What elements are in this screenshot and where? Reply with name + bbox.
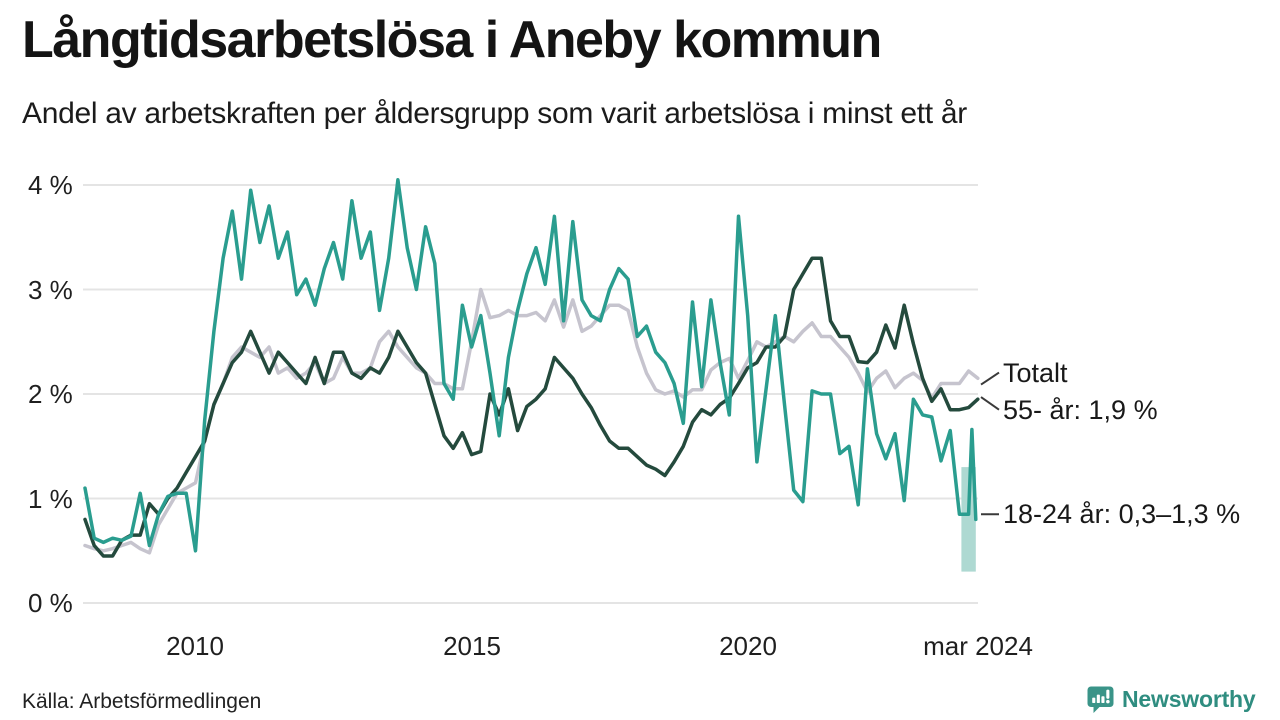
- x-tick-label: mar 2024: [923, 631, 1033, 661]
- newsworthy-wordmark: Newsworthy: [1122, 686, 1256, 712]
- y-tick-label: 4 %: [28, 170, 73, 200]
- annotation-leader: [980, 371, 1000, 386]
- x-tick-label: 2010: [166, 631, 224, 661]
- series-line-55-ar: [83, 256, 980, 558]
- series-annotation: 55- år: 1,9 %: [1003, 395, 1158, 425]
- chart-subtitle: Andel av arbetskraften per åldersgrupp s…: [22, 97, 967, 130]
- y-tick-label: 1 %: [28, 484, 73, 514]
- newsworthy-speech-bubble-barchart-icon: [1086, 685, 1115, 714]
- x-tick-label: 2015: [443, 631, 501, 661]
- series-annotation: Totalt: [1003, 358, 1068, 388]
- chart-title: Långtidsarbetslösa i Aneby kommun: [22, 11, 882, 69]
- y-tick-label: 3 %: [28, 275, 73, 305]
- y-tick-label: 0 %: [28, 588, 73, 618]
- uncertainty-band: [961, 467, 976, 572]
- series-line-totalt: [83, 287, 980, 555]
- y-tick-label: 2 %: [28, 379, 73, 409]
- newsworthy-logo: Newsworthy: [1086, 685, 1256, 714]
- x-tick-label: 2020: [719, 631, 777, 661]
- series-line-18-24-ar: [83, 178, 978, 553]
- annotation-leader: [980, 396, 1000, 411]
- source-note: Källa: Arbetsförmedlingen: [22, 690, 262, 713]
- series-annotation: 18-24 år: 0,3–1,3 %: [1003, 499, 1241, 529]
